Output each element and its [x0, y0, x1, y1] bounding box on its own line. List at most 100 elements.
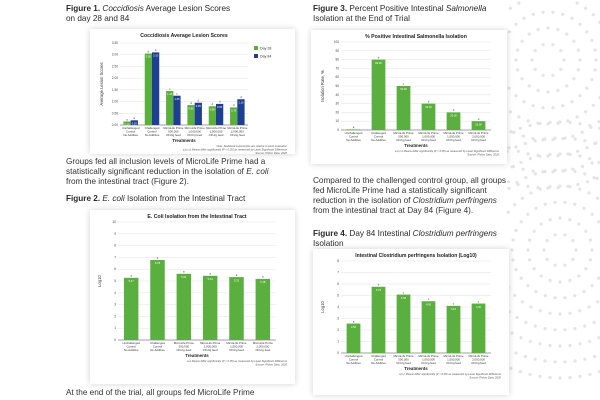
x-tick-label: 1,500,000 [447, 134, 460, 138]
x-tick-label: No Additive [150, 348, 165, 352]
bar-value-label: 1.45 [167, 92, 173, 96]
paragraph-1-line-3: from the intestinal tract (Figure 2). [66, 177, 189, 186]
y-tick-label: 3.50 [112, 41, 118, 45]
bar [144, 53, 152, 125]
significance-letter: b [378, 283, 380, 287]
x-tick-label: 1,500,000 [210, 129, 223, 133]
x-tick-label: No Additive [123, 133, 138, 137]
x-tick-label: Challenged [150, 341, 165, 345]
bar [471, 121, 486, 130]
x-tick-label: Unchallenged [345, 131, 363, 135]
x-tick-label: 1,000,000 [204, 344, 217, 348]
figure-1-title-line2: on day 28 and 84 [66, 14, 130, 23]
significance-letter: c [403, 82, 405, 86]
bar [421, 103, 436, 130]
bar-value-label: 0.95 [196, 104, 202, 108]
x-tick-label: MicroLife Prime [185, 126, 205, 130]
y-tick-label: 4 [337, 305, 339, 309]
paragraph-3-line-1: At the end of the trial, all groups fed … [66, 388, 255, 397]
bar-value-label: 0.85 [189, 106, 195, 110]
bar [152, 52, 160, 125]
x-tick-label: 1,000,000 [422, 357, 435, 361]
chart-salmonella: % Positive Intestinal Salmonella Isolati… [320, 34, 500, 157]
y-tick-label: 2.00 [112, 76, 118, 80]
figure-3-caption: Figure 3. Percent Positive Intestinal Sa… [313, 4, 543, 24]
x-tick-label: Challenged [145, 126, 160, 130]
bar-value-label: 3.10 [153, 54, 159, 58]
x-tick-label: 500,000 [179, 344, 190, 348]
bar-value-label: 4.10 [451, 307, 457, 311]
figure-1-caption: Figure 1. Coccidiosis Average Lesion Sco… [66, 4, 286, 24]
bar-value-label: 20.00 [450, 114, 457, 118]
figure-2-title-italic: E. coli [100, 194, 125, 203]
x-tick-label: CFU/g feed [209, 133, 224, 137]
bar [229, 277, 244, 340]
y-tick-label: 1 [337, 340, 339, 344]
x-axis-label: Treatments [404, 366, 428, 371]
bar-value-label: 4.50 [426, 302, 432, 306]
x-tick-label: CFU/g feed [421, 138, 436, 142]
bar [346, 129, 361, 130]
x-tick-label: 1,500,000 [230, 344, 243, 348]
bar [150, 260, 165, 340]
x-tick-label: CFU/g feed [255, 348, 270, 352]
paragraph-2-line-2: fed MicroLife Prime had a statistically … [313, 186, 487, 195]
significance-letter: d [453, 108, 455, 112]
significance-letter: b [148, 49, 150, 53]
x-tick-label: MicroLife Prime [393, 131, 413, 135]
y-tick-label: 50 [335, 84, 339, 88]
x-tick-label: 2,000,000 [231, 129, 244, 133]
x-tick-label: MicroLife Prime [163, 126, 183, 130]
bar [176, 273, 192, 340]
x-tick-label: MicroLife Prime [227, 126, 247, 130]
significance-letter: d [212, 102, 214, 106]
chart-title: Coccidiosis Average Lesion Scores [140, 33, 228, 39]
bar [208, 106, 216, 125]
x-tick-label: Control [126, 129, 136, 133]
figure-4-title-italic: Clostridium perfringens [412, 229, 497, 238]
y-tick-label: 0 [114, 338, 116, 342]
chart-clostridium: Intestinal Clostridium perfringens Isola… [320, 253, 501, 380]
bar [346, 323, 361, 353]
chart-ecoli: E. Coli Isolation from the Intestinal Tr… [97, 214, 288, 367]
x-axis-label: Treatments [404, 143, 428, 148]
y-tick-label: 6 [114, 267, 116, 271]
x-tick-label: MicroLife Prime [174, 341, 194, 345]
chart-note: Source: Phibro Data, 2020 [467, 153, 499, 157]
x-tick-label: CFU/g feed [230, 133, 245, 137]
bar [123, 277, 139, 340]
chart-title: % Positive Intestinal Salmonella Isolati… [365, 34, 467, 40]
significance-letter: d [428, 99, 430, 103]
figure-4-title-line2: Isolation [313, 239, 344, 248]
bar [216, 103, 224, 125]
x-tick-label: Control [349, 357, 359, 361]
y-tick-label: 6 [337, 282, 339, 286]
bar-value-label: 1.25 [174, 97, 180, 101]
y-tick-label: 7 [114, 255, 116, 259]
bar-value-label: 0.90 [217, 105, 223, 109]
chart-coccidiosis-card: Coccidiosis Average Lesion Scores 0.00 0.5… [90, 29, 295, 154]
y-tick-label: 90 [335, 49, 339, 53]
bar [230, 107, 238, 125]
x-tick-label: CFU/g feed [176, 348, 191, 352]
bar [471, 303, 486, 353]
significance-letter: b [157, 256, 159, 260]
x-tick-label: 500,000 [398, 357, 409, 361]
x-tick-label: MicroLife Prime [443, 354, 463, 358]
chart-note: a,b,c Means differ significantly (P < 0.… [399, 372, 501, 376]
y-tick-label: 3 [337, 317, 339, 321]
x-axis-label: Treatments [172, 138, 196, 143]
chart-note: Source: Phibro Data, 2020 [469, 376, 501, 380]
bar-value-label: 0.15 [125, 123, 131, 127]
x-tick-label: Unchallenged [122, 126, 140, 130]
y-tick-label: 100 [334, 40, 340, 44]
y-tick-label: 80 [335, 58, 339, 62]
x-tick-label: No Additive [346, 361, 361, 365]
significance-letter: a [262, 275, 264, 279]
significance-letter: d [240, 95, 242, 99]
figure-3-label: Figure 3. [313, 4, 348, 13]
x-tick-label: Unchallenged [122, 341, 140, 345]
y-tick-label: 10 [112, 220, 116, 224]
bar-value-label: 0.20 [132, 122, 138, 126]
bar [202, 275, 218, 340]
